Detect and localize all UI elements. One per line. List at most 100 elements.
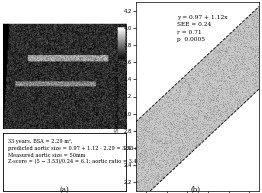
Point [213,70,217,73]
Point [195,96,199,99]
Point [238,32,242,35]
Point [242,78,246,81]
Point [228,38,232,41]
Point [139,170,144,173]
Point [187,108,191,111]
Point [233,45,237,48]
Point [226,71,230,74]
Point [239,85,243,88]
Point [236,87,240,90]
Point [182,130,187,133]
Point [177,89,181,92]
Point [228,63,233,66]
Point [167,135,172,138]
Point [228,39,232,42]
Point [185,148,189,152]
Point [143,151,147,154]
Point [136,146,140,149]
Point [208,130,212,133]
Point [232,64,237,67]
Point [233,30,237,33]
Point [251,67,255,70]
Point [184,110,188,113]
Point [249,73,254,76]
Point [166,111,170,114]
Point [164,168,168,171]
Point [245,65,249,68]
Point [218,53,222,57]
Point [139,127,143,130]
Point [163,151,167,154]
Point [137,146,141,149]
Point [200,68,204,71]
Point [174,132,178,135]
Point [244,67,248,70]
Point [139,124,144,127]
Point [236,33,240,36]
Point [181,94,185,97]
Point [192,115,196,118]
Point [243,86,247,89]
Point [204,78,208,81]
Point [196,102,200,105]
Point [164,150,168,153]
Point [170,138,174,141]
Point [151,127,155,130]
Point [191,90,195,93]
Point [255,14,259,17]
Point [213,78,217,81]
Point [168,140,173,143]
Point [244,90,248,93]
Point [205,58,210,61]
Point [196,110,200,113]
Point [209,87,213,90]
Point [247,30,251,33]
Point [229,72,233,75]
Point [168,130,173,133]
Point [208,84,212,87]
Point [243,99,247,102]
Point [225,67,229,70]
Point [160,156,164,159]
Point [169,143,173,146]
Point [145,112,149,115]
Point [160,138,164,141]
Point [233,56,237,59]
Point [190,144,195,147]
Point [227,76,231,79]
Point [205,123,209,126]
Point [187,98,192,101]
Point [240,24,244,27]
Point [246,51,250,54]
Point [153,151,157,154]
Point [155,162,159,165]
Point [255,60,259,63]
Point [172,147,176,150]
Point [185,142,189,145]
Point [190,140,195,143]
Point [198,132,202,135]
Point [238,68,242,71]
Point [220,109,224,112]
Point [179,86,183,89]
Point [200,85,204,88]
Point [135,175,140,178]
Point [221,104,225,107]
Point [187,151,192,154]
Point [195,131,199,135]
Point [178,158,182,161]
Point [199,111,203,114]
Point [148,129,152,132]
Point [149,148,153,151]
Point [204,118,208,121]
Point [246,42,250,45]
Point [234,75,238,78]
Point [179,158,183,161]
Point [208,72,212,75]
Point [248,24,252,27]
Point [210,73,214,76]
Point [195,101,199,104]
Point [180,121,184,124]
Point [135,152,140,156]
Point [208,101,212,104]
